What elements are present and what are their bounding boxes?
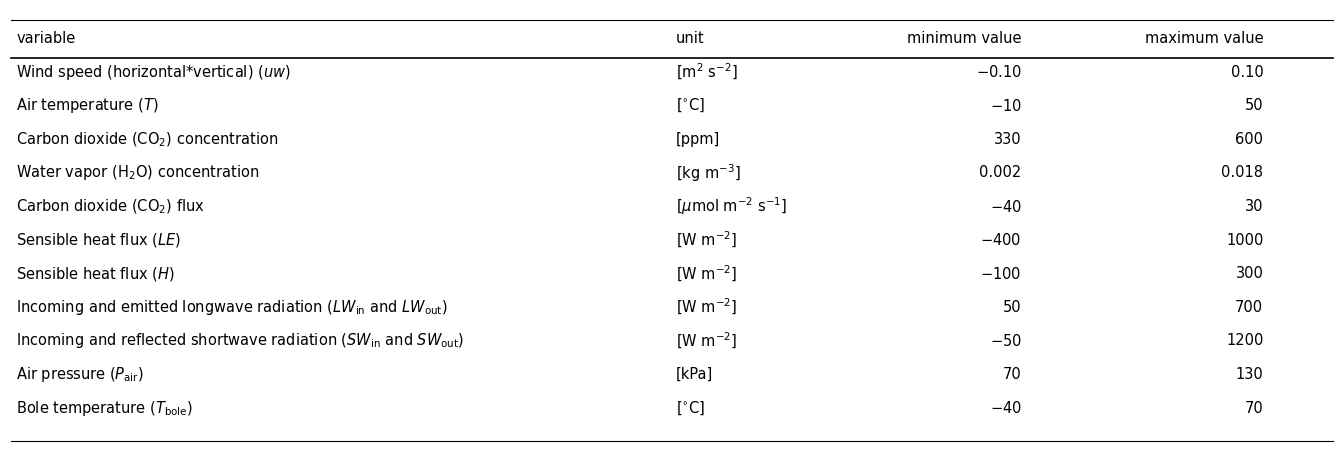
Text: unit: unit (676, 31, 704, 46)
Text: [kPa]: [kPa] (676, 367, 714, 382)
Text: [kg m$^{-3}$]: [kg m$^{-3}$] (676, 162, 741, 184)
Text: 0.10: 0.10 (1231, 64, 1263, 80)
Text: $-$400: $-$400 (980, 232, 1021, 248)
Text: $-$50: $-$50 (989, 333, 1021, 349)
Text: 700: 700 (1235, 300, 1263, 315)
Text: [$^{\circ}$C]: [$^{\circ}$C] (676, 400, 706, 417)
Text: Sensible heat flux ($\mathit{H}$): Sensible heat flux ($\mathit{H}$) (16, 265, 175, 283)
Text: Air temperature ($\mathit{T}$): Air temperature ($\mathit{T}$) (16, 96, 159, 115)
Text: 600: 600 (1235, 132, 1263, 147)
Text: [$\mu$mol m$^{-2}$ s$^{-1}$]: [$\mu$mol m$^{-2}$ s$^{-1}$] (676, 196, 788, 217)
Text: 1000: 1000 (1226, 233, 1263, 248)
Text: [W m$^{-2}$]: [W m$^{-2}$] (676, 297, 738, 318)
Text: Sensible heat flux ($\mathit{LE}$): Sensible heat flux ($\mathit{LE}$) (16, 231, 181, 249)
Text: Incoming and reflected shortwave radiation ($S\mathit{W}_{\mathrm{in}}$ and $S\m: Incoming and reflected shortwave radiati… (16, 331, 465, 350)
Text: $-$40: $-$40 (989, 400, 1021, 416)
Text: 50: 50 (1245, 98, 1263, 113)
Text: 0.018: 0.018 (1222, 166, 1263, 180)
Text: [ppm]: [ppm] (676, 132, 720, 147)
Text: Wind speed (horizontal*vertical) ($\mathit{uw}$): Wind speed (horizontal*vertical) ($\math… (16, 63, 290, 82)
Text: $-$100: $-$100 (980, 266, 1021, 282)
Text: 0.002: 0.002 (980, 166, 1021, 180)
Text: Water vapor (H$_{2}$O) concentration: Water vapor (H$_{2}$O) concentration (16, 163, 259, 183)
Text: $-$0.10: $-$0.10 (976, 64, 1021, 80)
Text: variable: variable (16, 31, 75, 46)
Text: [$^{\circ}$C]: [$^{\circ}$C] (676, 97, 706, 115)
Text: 70: 70 (1245, 400, 1263, 416)
Text: maximum value: maximum value (1145, 31, 1263, 46)
Text: Incoming and emitted longwave radiation ($L\mathit{W}_{\mathrm{in}}$ and $L\math: Incoming and emitted longwave radiation … (16, 298, 448, 317)
Text: Bole temperature ($\mathit{T}_{\mathrm{bole}}$): Bole temperature ($\mathit{T}_{\mathrm{b… (16, 399, 194, 418)
Text: 30: 30 (1245, 199, 1263, 214)
Text: 70: 70 (1003, 367, 1021, 382)
Text: 1200: 1200 (1226, 333, 1263, 349)
Text: Air pressure ($\mathit{P}_{\mathrm{air}}$): Air pressure ($\mathit{P}_{\mathrm{air}}… (16, 365, 144, 384)
Text: [W m$^{-2}$]: [W m$^{-2}$] (676, 230, 738, 250)
Text: $-$10: $-$10 (989, 98, 1021, 114)
Text: [m$^{2}$ s$^{-2}$]: [m$^{2}$ s$^{-2}$] (676, 62, 738, 82)
Text: 300: 300 (1235, 266, 1263, 281)
Text: minimum value: minimum value (907, 31, 1021, 46)
Text: [W m$^{-2}$]: [W m$^{-2}$] (676, 331, 738, 351)
Text: $-$40: $-$40 (989, 198, 1021, 215)
Text: 130: 130 (1235, 367, 1263, 382)
Text: Carbon dioxide (CO$_{2}$) concentration: Carbon dioxide (CO$_{2}$) concentration (16, 130, 278, 148)
Text: 330: 330 (993, 132, 1021, 147)
Text: 50: 50 (1003, 300, 1021, 315)
Text: Carbon dioxide (CO$_{2}$) flux: Carbon dioxide (CO$_{2}$) flux (16, 198, 206, 216)
Text: [W m$^{-2}$]: [W m$^{-2}$] (676, 264, 738, 284)
